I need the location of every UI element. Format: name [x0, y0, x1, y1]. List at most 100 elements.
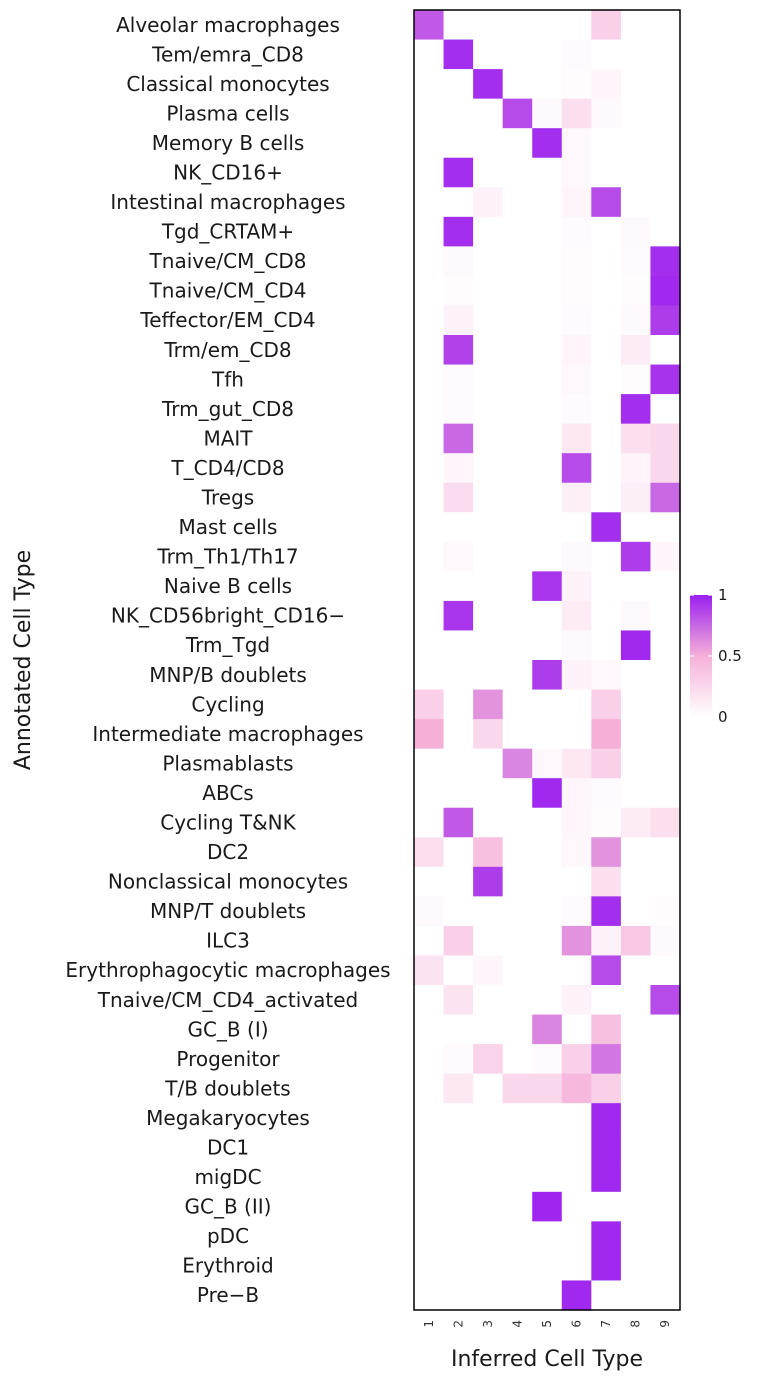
heatmap-cell [473, 837, 504, 868]
y-tick-label: MNP/T doublets [150, 899, 306, 923]
heatmap-cell [414, 807, 445, 838]
heatmap-cell [561, 630, 592, 661]
heatmap-cell [650, 807, 681, 838]
y-tick-label: migDC [194, 1165, 261, 1189]
heatmap-cell [532, 689, 563, 720]
heatmap-cell [443, 275, 474, 307]
heatmap-cell [532, 364, 563, 395]
heatmap-cell [532, 571, 563, 602]
heatmap-cell [502, 1044, 533, 1075]
heatmap-cell [414, 1221, 445, 1252]
heatmap-cell [414, 719, 445, 750]
heatmap-cell [414, 541, 445, 572]
heatmap-cell [414, 39, 445, 70]
heatmap-cell [650, 128, 681, 159]
heatmap-cell [473, 128, 504, 159]
y-axis-title: Annotated Cell Type [11, 550, 36, 770]
heatmap-cell [591, 512, 622, 543]
heatmap-cell [561, 1132, 592, 1163]
heatmap-cell [502, 748, 533, 779]
x-tick-label: 8 [629, 1320, 643, 1328]
heatmap-cell [650, 1221, 681, 1252]
heatmap-cell [443, 246, 474, 277]
heatmap-cell [620, 453, 652, 484]
heatmap-cell [502, 837, 533, 868]
heatmap-cell [502, 10, 533, 41]
heatmap-cell [591, 600, 622, 632]
heatmap-cell [414, 1250, 445, 1282]
heatmap-cell [502, 128, 533, 159]
heatmap-cell [473, 541, 504, 572]
y-tick-label: Plasma cells [166, 101, 289, 125]
heatmap-cell [650, 423, 681, 454]
heatmap-cell [443, 69, 474, 100]
heatmap-cell [561, 571, 592, 602]
heatmap-cell [620, 1280, 652, 1311]
heatmap-cell [561, 896, 592, 927]
heatmap-cell [443, 1103, 474, 1134]
heatmap-cell [532, 1073, 563, 1104]
heatmap-cell [561, 660, 592, 691]
heatmap-cell [561, 925, 592, 957]
heatmap-cell [650, 541, 681, 572]
heatmap-cell [532, 1103, 563, 1134]
heatmap-cell [561, 600, 592, 632]
x-tick-label: 7 [599, 1320, 613, 1328]
heatmap-cell [561, 719, 592, 750]
heatmap-cell [443, 216, 474, 247]
heatmap-cell [561, 394, 592, 425]
heatmap-cell [620, 1073, 652, 1104]
x-tick-label: 1 [422, 1320, 436, 1328]
heatmap-cell [532, 719, 563, 750]
heatmap-cell [650, 69, 681, 100]
heatmap-cell [443, 364, 474, 395]
heatmap-cell [414, 1162, 445, 1193]
y-tick-labels: Alveolar macrophages Tem/emra_CD8 Classica… [65, 13, 390, 1307]
heatmap-cell [473, 364, 504, 395]
y-tick-label: pDC [207, 1224, 249, 1248]
heatmap-cell [443, 807, 474, 838]
heatmap-cell [620, 246, 652, 277]
heatmap-cell [561, 985, 592, 1016]
heatmap-cell [443, 896, 474, 927]
heatmap-cell [414, 305, 445, 336]
heatmap-cell [473, 275, 504, 307]
heatmap-cell [502, 896, 533, 927]
y-tick-label: MAIT [203, 426, 253, 450]
heatmap-cell [502, 571, 533, 602]
heatmap-cell [532, 600, 563, 632]
x-tick-label: 4 [510, 1320, 524, 1328]
heatmap-cell [502, 98, 533, 129]
y-tick-label: Tnaive/CM_CD8 [149, 249, 307, 273]
heatmap-cell [473, 807, 504, 838]
heatmap-cell [414, 600, 445, 632]
heatmap-cell [414, 1103, 445, 1134]
heatmap-cell [532, 541, 563, 572]
heatmap-cell [473, 600, 504, 632]
y-tick-label: ILC3 [206, 929, 250, 953]
heatmap-cell [414, 689, 445, 720]
heatmap-cell [561, 423, 592, 454]
heatmap-cell [591, 128, 622, 159]
heatmap-cell [650, 837, 681, 868]
heatmap-cell [502, 1221, 533, 1252]
heatmap-cell [414, 866, 445, 897]
y-tick-label: T/B doublets [164, 1076, 290, 1100]
heatmap-cell [414, 69, 445, 100]
heatmap-cell [620, 866, 652, 897]
heatmap-cell [591, 1250, 622, 1282]
plot-frame [413, 9, 681, 1311]
heatmap-cell [473, 1132, 504, 1163]
heatmap-cell [650, 482, 681, 513]
heatmap-cell [591, 246, 622, 277]
heatmap-cell [443, 778, 474, 809]
heatmap-cell [414, 1073, 445, 1104]
heatmap-cell [532, 1132, 563, 1163]
heatmap-cell [473, 866, 504, 897]
heatmap-cell [620, 925, 652, 957]
heatmap-cell [650, 748, 681, 779]
heatmap-cell [473, 985, 504, 1016]
heatmap-cell [502, 1250, 533, 1282]
heatmap-cell [473, 423, 504, 454]
heatmap-cell [473, 394, 504, 425]
